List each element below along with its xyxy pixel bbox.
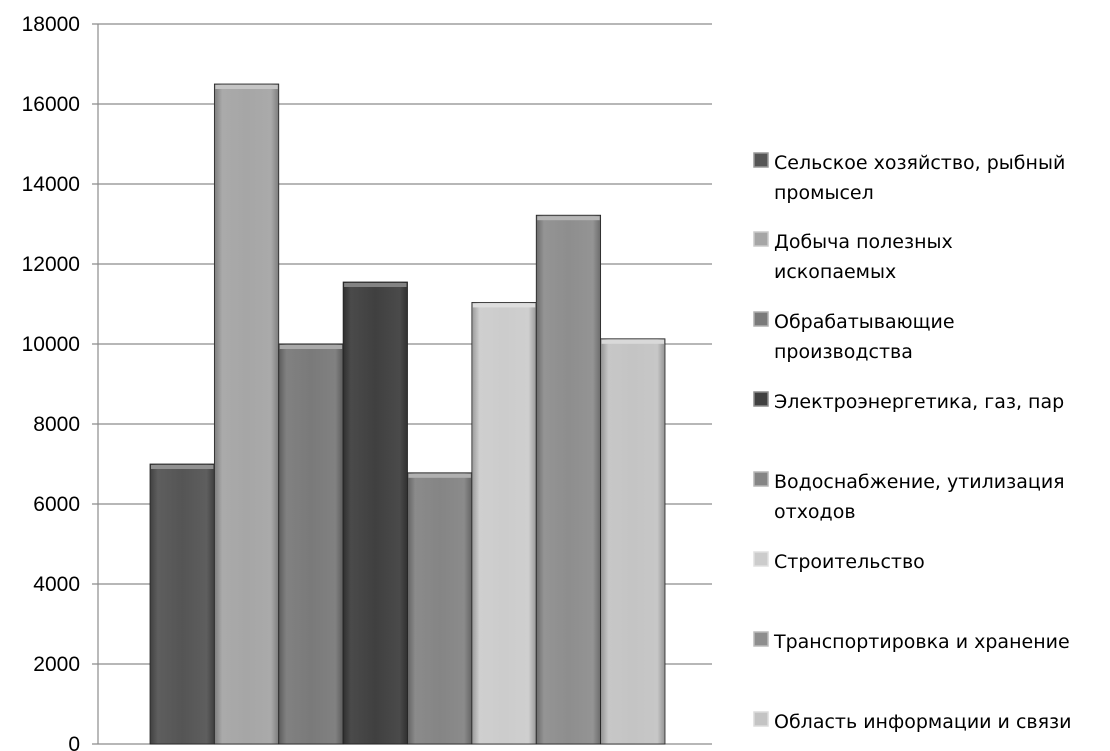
legend-label: Область информации и связи <box>774 711 1071 733</box>
y-tick-label: 18000 <box>22 13 80 36</box>
y-tick-label: 12000 <box>22 253 80 276</box>
y-tick-label: 8000 <box>33 413 80 436</box>
legend-item: Транспортировка и хранение <box>753 631 1070 653</box>
bar-top-bevel <box>601 339 664 344</box>
legend-marker <box>753 152 769 168</box>
bar-top-bevel <box>537 216 600 221</box>
legend-marker <box>753 231 769 247</box>
bar <box>600 338 666 745</box>
y-tick-label: 10000 <box>22 333 80 356</box>
legend-item: Строительство <box>753 551 925 573</box>
bar <box>149 463 215 745</box>
bar <box>342 281 408 745</box>
bar-top-bevel <box>344 283 407 287</box>
bar <box>213 83 280 745</box>
y-tick-label: 6000 <box>33 493 80 516</box>
legend: Сельское хозяйство, рыбный промысел Добыча… <box>753 152 1071 733</box>
bar <box>407 472 473 745</box>
legend-item: Электроэнергетика, газ, пар <box>753 391 1064 413</box>
y-tick-label: 16000 <box>22 93 80 116</box>
legend-marker <box>753 711 769 727</box>
bar <box>471 301 537 745</box>
legend-label: отходов <box>774 501 856 523</box>
legend-marker <box>753 551 769 567</box>
bar-top-bevel <box>472 303 536 308</box>
legend-item: Добыча полезных ископаемых <box>753 231 953 283</box>
legend-label: ископаемых <box>774 261 896 283</box>
y-tick-label: 4000 <box>33 573 80 596</box>
legend-label: Водоснабжение, утилизация <box>774 471 1065 493</box>
y-tick-label: 14000 <box>22 173 80 196</box>
bar-top-bevel <box>279 345 343 349</box>
legend-marker <box>753 631 769 647</box>
legend-label: Обрабатывающие <box>774 311 955 333</box>
legend-label: Электроэнергетика, газ, пар <box>774 391 1064 413</box>
y-tick-label: 0 <box>68 733 80 751</box>
legend-item: Сельское хозяйство, рыбный промысел <box>753 152 1065 204</box>
bars <box>149 83 666 745</box>
legend-marker <box>753 311 769 327</box>
legend-label: промысел <box>774 182 874 204</box>
legend-item: Обрабатывающие производства <box>753 311 955 363</box>
legend-label: Сельское хозяйство, рыбный <box>774 152 1065 174</box>
legend-label: Добыча полезных <box>774 231 953 253</box>
bar-top-bevel <box>408 473 471 478</box>
legend-label: производства <box>774 341 913 363</box>
y-tick-label: 2000 <box>33 653 80 676</box>
legend-label: Транспортировка и хранение <box>773 631 1070 653</box>
y-axis: 0 2000 4000 6000 8000 10000 12000 14000 16000 180… <box>22 13 99 751</box>
legend-marker <box>753 471 769 487</box>
legend-item: Водоснабжение, утилизация отходов <box>753 471 1065 523</box>
legend-item: Область информации и связи <box>753 711 1071 733</box>
bar-top-bevel <box>151 465 214 469</box>
legend-label: Строительство <box>774 551 925 573</box>
legend-marker <box>753 391 769 407</box>
bar <box>535 214 602 745</box>
bar-top-bevel <box>215 85 278 89</box>
bar <box>278 343 344 745</box>
